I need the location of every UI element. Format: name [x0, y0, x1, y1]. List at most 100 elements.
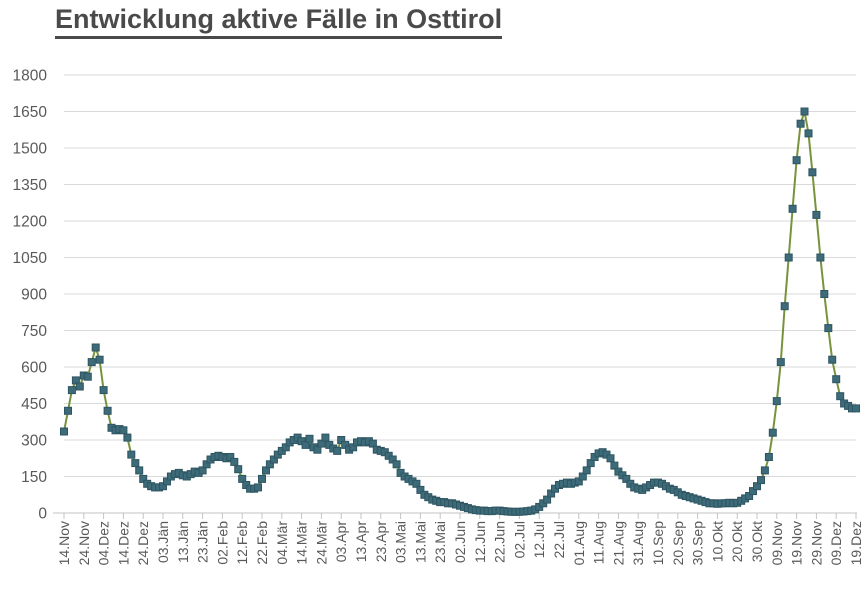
data-point-marker: [75, 382, 84, 391]
data-point-marker: [234, 465, 243, 474]
data-point-marker: [800, 107, 809, 116]
data-point-marker: [258, 474, 266, 483]
x-axis-tick-label: 11.Aug: [591, 521, 607, 564]
data-point-marker: [103, 406, 112, 415]
x-axis-tick-label: 30.Sep: [690, 521, 706, 566]
x-axis-tick-label: 20.Sep: [670, 521, 686, 566]
y-axis-tick-label: 1050: [13, 250, 48, 267]
data-point-marker: [83, 372, 92, 381]
data-point-marker: [757, 476, 765, 485]
x-axis-tick-label: 23.Mai: [432, 521, 448, 563]
x-axis-tick-label: 03.Jän: [155, 521, 171, 563]
y-axis-tick-label: 900: [21, 287, 47, 304]
x-axis-tick-label: 24.Dez: [135, 521, 151, 565]
y-axis-tick-label: 1650: [13, 104, 48, 121]
x-axis-tick-label: 04.Mär: [274, 521, 290, 565]
x-axis-tick-label: 13.Apr: [353, 521, 369, 563]
x-axis-tick-label: 02.Jul: [511, 521, 527, 558]
data-point-marker: [780, 302, 789, 311]
data-point-marker: [808, 168, 817, 177]
data-point-marker: [788, 204, 797, 213]
data-point-marker: [127, 450, 136, 459]
data-point-marker: [804, 129, 813, 138]
x-axis-tick-label: 13.Mai: [412, 521, 428, 563]
y-axis-tick-label: 1800: [13, 68, 48, 85]
x-axis-tick-label: 21.Aug: [610, 521, 626, 565]
y-axis-tick-label: 1350: [13, 177, 48, 194]
data-point-marker: [131, 459, 140, 468]
x-axis-tick-label: 10.Okt: [709, 521, 725, 562]
x-axis-tick-label: 04.Dez: [96, 521, 112, 565]
data-point-marker: [67, 386, 76, 395]
x-axis-tick-label: 01.Aug: [571, 521, 587, 565]
data-point-marker: [760, 466, 769, 475]
y-axis-tick-label: 1500: [13, 141, 48, 158]
x-axis-tick-label: 12.Feb: [234, 521, 250, 565]
data-point-marker: [230, 457, 239, 466]
x-axis-tick-label: 12.Jul: [531, 521, 547, 558]
data-point-marker: [254, 483, 262, 492]
data-point-marker: [60, 427, 68, 436]
data-point-marker: [305, 434, 314, 443]
x-axis-tick-label: 22.Jun: [492, 521, 508, 563]
data-point-marker: [87, 358, 96, 367]
y-axis-tick-label: 750: [21, 323, 47, 340]
data-point-marker: [828, 355, 837, 364]
data-point-marker: [135, 466, 144, 475]
data-point-marker: [119, 426, 128, 435]
x-axis-tick-label: 19.Nov: [789, 521, 805, 565]
data-point-marker: [99, 386, 108, 395]
x-axis-tick-label: 30.Okt: [749, 521, 765, 562]
data-point-marker: [816, 253, 825, 262]
x-axis-tick-label: 29.Nov: [808, 521, 824, 565]
data-point-marker: [820, 290, 829, 298]
data-point-marker: [776, 358, 785, 367]
data-point-marker: [321, 433, 330, 442]
x-axis-tick-label: 22.Jul: [551, 521, 567, 558]
x-axis-tick-label: 13.Jän: [175, 521, 191, 563]
x-axis-tick-label: 02.Jun: [452, 521, 468, 563]
data-point-marker: [812, 210, 821, 219]
series-line: [63, 111, 856, 513]
x-axis-tick-label: 03.Apr: [333, 521, 349, 563]
data-point-marker: [582, 466, 591, 475]
x-axis-tick-label: 22.Feb: [254, 521, 270, 565]
x-axis-tick-label: 14.Dez: [115, 521, 131, 565]
x-axis-tick-label: 02.Feb: [214, 521, 230, 565]
data-point-marker: [768, 428, 777, 437]
x-axis-tick-label: 14.Nov: [56, 521, 72, 565]
x-axis-tick-label: 31.Aug: [630, 521, 646, 565]
data-point-marker: [392, 460, 401, 469]
chart-title: Entwicklung aktive Fälle in Osttirol: [55, 4, 503, 39]
x-axis-tick-label: 24.Nov: [76, 521, 92, 565]
data-point-marker: [852, 404, 860, 413]
x-axis-tick-label: 09.Nov: [769, 521, 785, 565]
data-point-marker: [64, 406, 72, 415]
x-axis-tick-label: 10.Sep: [650, 521, 666, 566]
x-axis-tick-label: 09.Dez: [828, 521, 844, 565]
data-point-marker: [95, 355, 104, 364]
y-axis-tick-label: 300: [21, 433, 47, 450]
x-axis-tick-label: 03.Mai: [393, 521, 409, 563]
data-point-marker: [333, 446, 342, 455]
data-point-marker: [836, 392, 845, 401]
y-axis-tick-label: 0: [38, 506, 47, 523]
data-point-marker: [772, 397, 781, 406]
data-point-marker: [764, 453, 773, 461]
data-point-marker: [123, 433, 132, 442]
y-axis-tick-label: 150: [21, 469, 47, 486]
x-axis-tick-label: 12.Jun: [472, 521, 488, 563]
x-axis-tick-label: 20.Okt: [729, 521, 745, 562]
x-axis-tick-label: 14.Mär: [294, 521, 310, 565]
data-point-marker: [796, 119, 805, 128]
y-axis-tick-label: 600: [21, 360, 47, 377]
data-point-marker: [792, 156, 801, 165]
x-axis-tick-label: 23.Apr: [373, 521, 389, 563]
data-point-marker: [606, 454, 615, 463]
x-axis-tick-label: 23.Jän: [195, 521, 211, 563]
y-axis-tick-label: 1200: [13, 214, 48, 231]
y-axis-tick-label: 450: [21, 396, 47, 413]
data-point-marker: [784, 253, 793, 262]
x-axis-tick-label: 24.Mär: [313, 521, 329, 565]
